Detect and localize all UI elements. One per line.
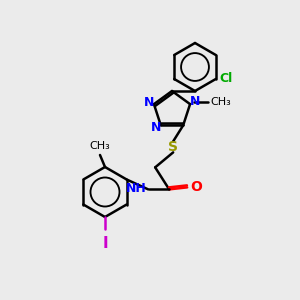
Text: Cl: Cl	[220, 73, 233, 85]
Text: N: N	[190, 94, 200, 108]
Text: N: N	[151, 121, 161, 134]
Text: CH₃: CH₃	[90, 141, 110, 151]
Text: CH₃: CH₃	[210, 97, 231, 107]
Text: N: N	[144, 96, 154, 109]
Text: I: I	[102, 236, 108, 251]
Text: O: O	[190, 180, 202, 194]
Text: NH: NH	[125, 182, 146, 195]
Text: S: S	[168, 140, 178, 154]
